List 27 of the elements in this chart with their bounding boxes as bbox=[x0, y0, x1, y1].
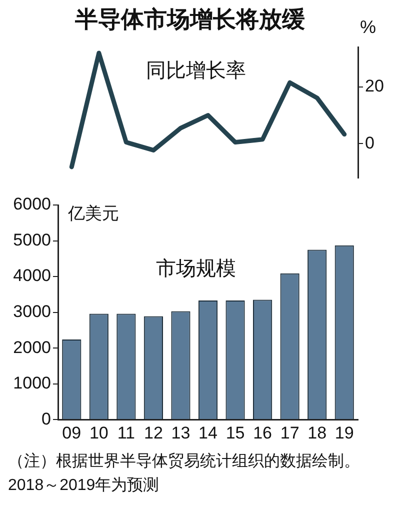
y2-tick-label: 20 bbox=[365, 76, 384, 96]
annotation: 市场规模 bbox=[156, 258, 236, 280]
y-tick-label: 0 bbox=[42, 409, 51, 428]
y-tick-label: 6000 bbox=[13, 194, 51, 214]
x-tick-label: 18 bbox=[308, 423, 327, 442]
x-tick-label: 14 bbox=[198, 423, 218, 442]
x-tick-label: 12 bbox=[144, 423, 163, 442]
y-axis-title: 亿美元 bbox=[67, 204, 119, 223]
chart-title: 半导体市场增长将放缓 bbox=[74, 5, 306, 34]
x-tick-label: 11 bbox=[117, 423, 136, 442]
annotation: 同比增长率 bbox=[146, 60, 246, 82]
y2-axis-title: % bbox=[360, 17, 376, 37]
y-tick-label: 5000 bbox=[13, 230, 51, 250]
x-tick-label: 16 bbox=[253, 423, 272, 442]
y2-tick-label: 0 bbox=[365, 133, 374, 152]
text: 2018～2019年为预测 bbox=[8, 476, 160, 496]
y-tick-label: 2000 bbox=[13, 338, 51, 357]
x-tick-label: 10 bbox=[89, 423, 108, 442]
x-tick-label: 17 bbox=[280, 423, 300, 442]
y-tick-label: 3000 bbox=[13, 302, 51, 321]
x-tick-label: 19 bbox=[334, 423, 354, 442]
text: （注）根据世界半导体贸易统计组织的数据绘制。 bbox=[8, 452, 360, 472]
x-tick-label: 13 bbox=[171, 423, 190, 442]
x-tick-label: 15 bbox=[226, 423, 245, 442]
y-tick-label: 4000 bbox=[13, 266, 51, 286]
y-tick-label: 1000 bbox=[13, 374, 51, 393]
x-tick-label: 09 bbox=[62, 423, 82, 442]
